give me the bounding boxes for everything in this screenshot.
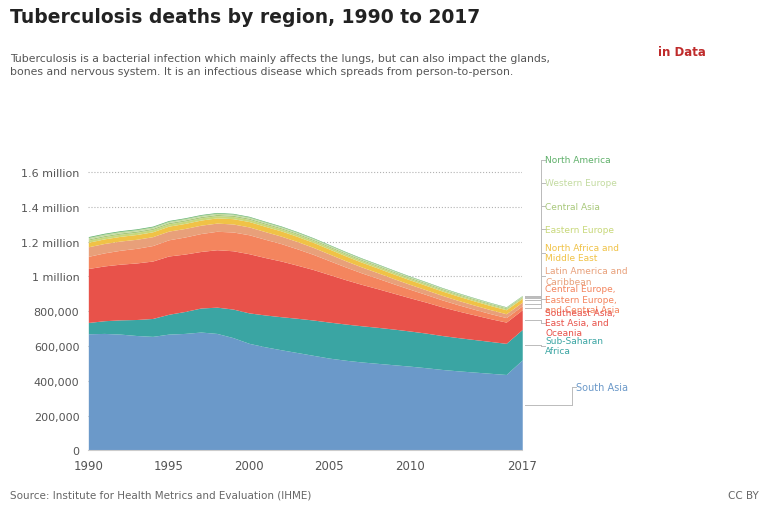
- Text: North America: North America: [545, 156, 611, 165]
- Text: Eastern Europe: Eastern Europe: [545, 225, 614, 235]
- Text: Our World: Our World: [648, 26, 715, 39]
- Text: Southeast Asia,
East Asia, and
Oceania: Southeast Asia, East Asia, and Oceania: [545, 308, 615, 338]
- Text: Latin America and
Caribbean: Latin America and Caribbean: [545, 267, 628, 286]
- Text: North Africa and
Middle East: North Africa and Middle East: [545, 243, 619, 263]
- Text: South Asia: South Asia: [576, 382, 628, 392]
- Text: Tuberculosis is a bacterial infection which mainly affects the lungs, but can al: Tuberculosis is a bacterial infection wh…: [10, 53, 550, 76]
- Text: Source: Institute for Health Metrics and Evaluation (IHME): Source: Institute for Health Metrics and…: [10, 490, 311, 500]
- Text: Central Asia: Central Asia: [545, 202, 600, 211]
- Text: Sub-Saharan
Africa: Sub-Saharan Africa: [545, 336, 604, 356]
- Text: Western Europe: Western Europe: [545, 179, 617, 188]
- Text: in Data: in Data: [657, 46, 706, 59]
- Text: Tuberculosis deaths by region, 1990 to 2017: Tuberculosis deaths by region, 1990 to 2…: [10, 8, 480, 26]
- Text: Central Europe,
Eastern Europe,
and Central Asia: Central Europe, Eastern Europe, and Cent…: [545, 285, 620, 315]
- Text: CC BY: CC BY: [728, 490, 759, 500]
